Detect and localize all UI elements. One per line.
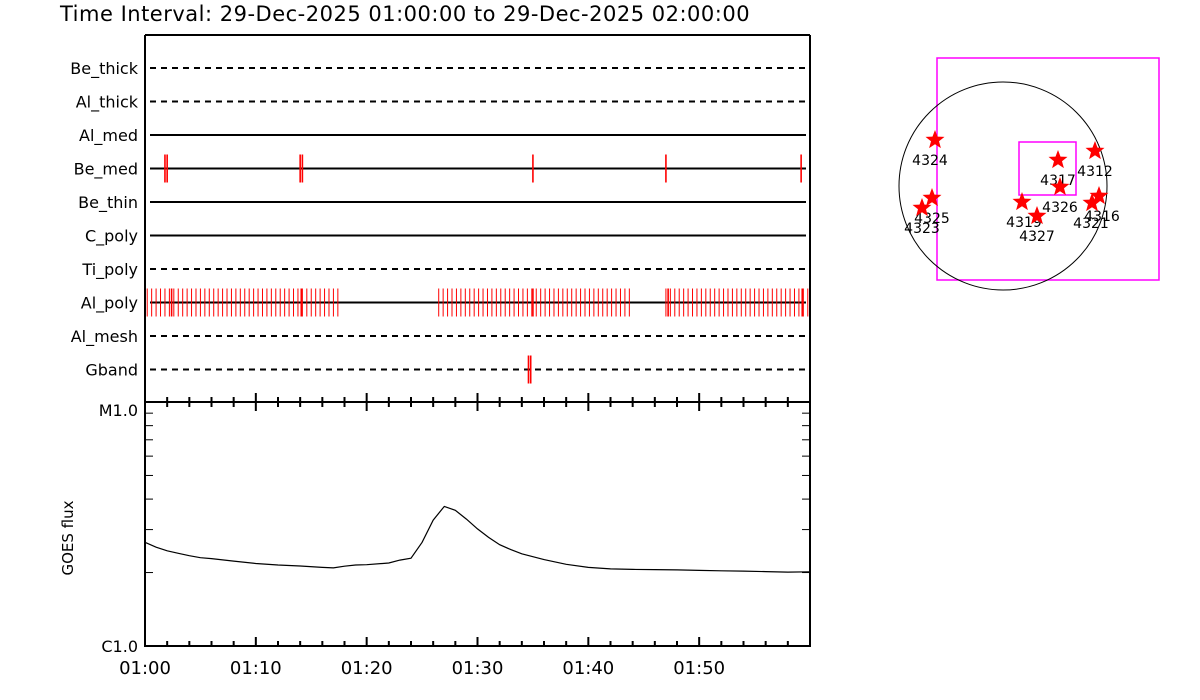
ar-label-4321: 4321 xyxy=(1073,216,1109,232)
ar-label-4312: 4312 xyxy=(1077,164,1113,180)
row-label-be_med: Be_med xyxy=(74,160,138,180)
row-label-c_poly: C_poly xyxy=(85,227,138,247)
ar-star-4312 xyxy=(1085,141,1105,160)
goes-ylabel: GOES flux xyxy=(59,500,77,575)
ar-star-4323 xyxy=(912,198,932,217)
ytick-c1: C1.0 xyxy=(101,637,138,656)
goes-flux-line xyxy=(144,505,811,573)
row-label-gband: Gband xyxy=(85,361,138,380)
x-tick-label: 01:40 xyxy=(562,658,614,679)
ar-star-4319 xyxy=(1012,192,1032,211)
row-label-be_thick: Be_thick xyxy=(70,59,138,79)
ytick-m1: M1.0 xyxy=(99,401,138,420)
row-label-al_med: Al_med xyxy=(79,126,138,146)
ar-star-4325 xyxy=(922,188,942,207)
ar-label-4327: 4327 xyxy=(1019,229,1055,245)
x-tick-label: 01:20 xyxy=(341,658,393,679)
row-label-ti_poly: Ti_poly xyxy=(81,260,138,280)
goes-panel-frame xyxy=(144,401,811,647)
ar-label-4323: 4323 xyxy=(904,221,940,237)
row-label-al_poly: Al_poly xyxy=(81,294,138,314)
x-axis-ticks: 01:00 01:10 01:20 01:30 01:40 01:50 xyxy=(119,393,811,679)
row-label-al_mesh: Al_mesh xyxy=(71,327,138,347)
fov-outer-box xyxy=(936,57,1160,281)
time-interval-title: Time Interval: 29-Dec-2025 01:00:00 to 2… xyxy=(60,2,751,26)
row-label-al_thick: Al_thick xyxy=(76,93,139,113)
x-tick-label: 01:00 xyxy=(119,658,171,679)
ar-star-4321 xyxy=(1082,193,1102,212)
ar-label-4326: 4326 xyxy=(1042,200,1078,216)
y-axis-ticks xyxy=(145,412,810,574)
x-tick-label: 01:10 xyxy=(230,658,282,679)
row-label-be_thin: Be_thin xyxy=(78,193,138,213)
ar-star-4317 xyxy=(1048,150,1068,169)
ar-star-4326 xyxy=(1050,177,1070,196)
filter-events xyxy=(146,154,809,384)
ar-star-4324 xyxy=(925,130,945,149)
ar-star-4316 xyxy=(1089,186,1109,205)
fov-inner-box xyxy=(1018,141,1077,196)
filter-rows: Be_thick Al_thick Al_med Be_med Be_thin C_pol… xyxy=(70,59,806,380)
ar-star-4327 xyxy=(1027,206,1047,225)
x-tick-label: 01:50 xyxy=(673,658,725,679)
ar-label-4325: 4325 xyxy=(914,211,950,227)
ar-label-4316: 4316 xyxy=(1084,209,1120,225)
goes-flux-panel: 01:00 01:10 01:20 01:30 01:40 01:50 GOES flux… xyxy=(59,393,811,679)
ar-label-4324: 4324 xyxy=(912,153,948,169)
filter-timeline-panel: Be_thick Al_thick Al_med Be_med Be_thin C_pol… xyxy=(70,34,811,402)
solar-limb-circle xyxy=(898,81,1108,291)
x-tick-label: 01:30 xyxy=(452,658,504,679)
